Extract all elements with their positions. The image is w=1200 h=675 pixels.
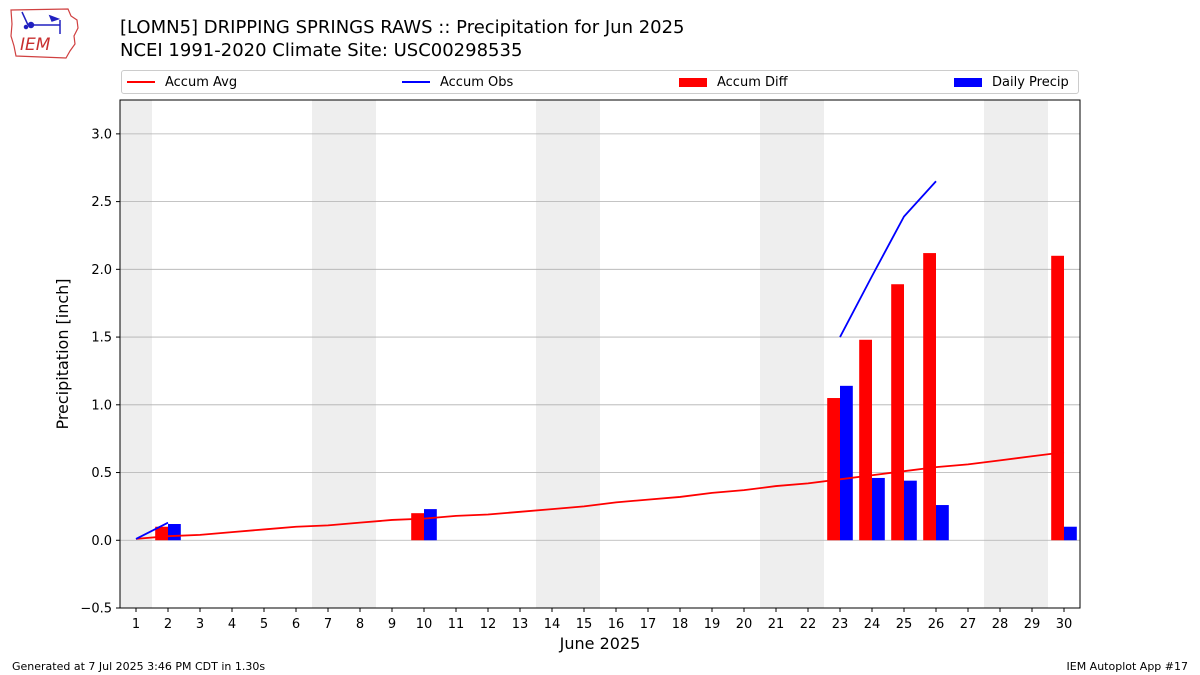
iem-logo: IEM bbox=[10, 8, 79, 59]
x-tick-label: 14 bbox=[544, 617, 561, 632]
legend-label-accum-avg: Accum Avg bbox=[165, 74, 238, 90]
x-tick-label: 19 bbox=[704, 617, 721, 632]
bar-accum-diff bbox=[923, 253, 936, 541]
bar-daily-precip bbox=[872, 477, 885, 541]
bar-daily-precip bbox=[424, 509, 437, 541]
x-tick-label: 1 bbox=[132, 617, 140, 632]
y-tick-label: 1.5 bbox=[91, 331, 112, 346]
x-tick-label: 27 bbox=[960, 617, 977, 632]
legend-swatch-accum-diff bbox=[679, 77, 707, 87]
chart-subtitle: NCEI 1991-2020 Climate Site: USC00298535 bbox=[120, 40, 523, 61]
x-tick-label: 7 bbox=[324, 617, 332, 632]
y-tick-label: 0.5 bbox=[91, 466, 112, 481]
y-tick-label: 3.0 bbox=[91, 127, 112, 142]
x-tick-label: 29 bbox=[1024, 617, 1041, 632]
x-tick-label: 8 bbox=[356, 617, 364, 632]
x-tick-label: 30 bbox=[1056, 617, 1073, 632]
chart-title: [LOMN5] DRIPPING SPRINGS RAWS :: Precipi… bbox=[120, 17, 685, 38]
x-tick-label: 13 bbox=[512, 617, 529, 632]
x-tick-label: 12 bbox=[480, 617, 497, 632]
y-tick-label: 2.5 bbox=[91, 195, 112, 210]
x-tick-label: 9 bbox=[388, 617, 396, 632]
logo-text: IEM bbox=[20, 35, 51, 55]
bar-accum-diff bbox=[827, 398, 840, 541]
x-tick-label: 21 bbox=[768, 617, 785, 632]
x-tick-label: 15 bbox=[576, 617, 593, 632]
line-accum-obs bbox=[839, 180, 937, 338]
x-tick-label: 26 bbox=[928, 617, 945, 632]
y-tick-label: 1.0 bbox=[91, 398, 112, 413]
legend: Accum Avg Accum Obs Accum Diff Daily Pre… bbox=[121, 70, 1079, 94]
x-tick-label: 17 bbox=[640, 617, 657, 632]
legend-label-daily-precip: Daily Precip bbox=[992, 74, 1069, 90]
bar-accum-diff bbox=[891, 284, 904, 541]
x-tick-label: 3 bbox=[196, 617, 204, 632]
y-tick-label: −0.5 bbox=[80, 602, 112, 617]
line-accum-obs bbox=[135, 521, 169, 540]
x-tick-label: 23 bbox=[832, 617, 849, 632]
bar-daily-precip bbox=[168, 524, 181, 541]
legend-swatch-accum-obs bbox=[402, 81, 430, 83]
weekend-band bbox=[312, 100, 376, 608]
legend-item-accum-avg: Accum Avg bbox=[127, 71, 237, 93]
x-tick-label: 16 bbox=[608, 617, 625, 632]
legend-swatch-daily-precip bbox=[954, 77, 982, 87]
x-axis-label: June 2025 bbox=[559, 634, 641, 653]
line-accum-avg bbox=[135, 451, 1065, 540]
x-tick-label: 20 bbox=[736, 617, 753, 632]
y-axis-label: Precipitation [inch] bbox=[53, 278, 72, 429]
x-tick-label: 11 bbox=[448, 617, 465, 632]
x-tick-label: 28 bbox=[992, 617, 1009, 632]
legend-item-accum-diff: Accum Diff bbox=[679, 71, 788, 93]
legend-swatch-accum-avg bbox=[127, 81, 155, 83]
footer-app: IEM Autoplot App #17 bbox=[1066, 660, 1189, 673]
y-tick-label: 2.0 bbox=[91, 263, 112, 278]
bar-accum-diff bbox=[411, 513, 424, 541]
x-tick-label: 5 bbox=[260, 617, 268, 632]
x-tick-label: 22 bbox=[800, 617, 817, 632]
weekend-band bbox=[984, 100, 1048, 608]
weekend-band bbox=[536, 100, 600, 608]
footer-generated: Generated at 7 Jul 2025 3:46 PM CDT in 1… bbox=[12, 660, 266, 673]
bar-accum-diff bbox=[1051, 255, 1064, 541]
legend-item-daily-precip: Daily Precip bbox=[954, 71, 1069, 93]
bar-daily-precip bbox=[936, 505, 949, 541]
plot-frame bbox=[119, 99, 1081, 609]
bar-daily-precip bbox=[840, 385, 853, 541]
y-tick-label: 0.0 bbox=[91, 534, 112, 549]
bar-daily-precip bbox=[904, 480, 917, 541]
legend-item-accum-obs: Accum Obs bbox=[402, 71, 513, 93]
bar-daily-precip bbox=[1064, 526, 1077, 541]
x-tick-label: 6 bbox=[292, 617, 300, 632]
x-tick-label: 18 bbox=[672, 617, 689, 632]
legend-label-accum-obs: Accum Obs bbox=[440, 74, 514, 90]
bar-accum-diff bbox=[859, 339, 872, 541]
x-tick-label: 2 bbox=[164, 617, 172, 632]
x-tick-label: 25 bbox=[896, 617, 913, 632]
legend-label-accum-diff: Accum Diff bbox=[717, 74, 788, 90]
x-tick-label: 4 bbox=[228, 617, 236, 632]
weekend-band bbox=[760, 100, 824, 608]
x-tick-label: 10 bbox=[416, 617, 433, 632]
weekend-band bbox=[120, 100, 152, 608]
x-tick-label: 24 bbox=[864, 617, 881, 632]
